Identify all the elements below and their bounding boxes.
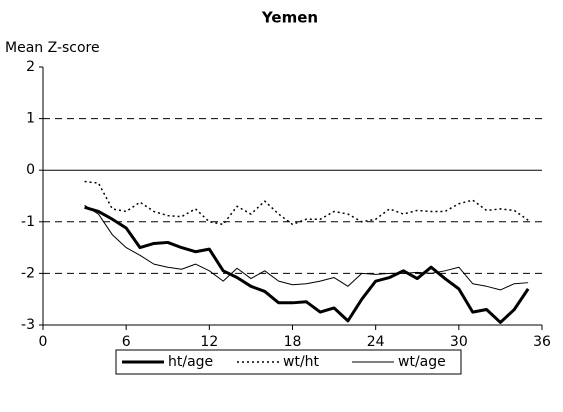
legend-label: wt/ht bbox=[283, 354, 320, 370]
legend-box bbox=[115, 349, 462, 375]
y-tick-label: 2 bbox=[26, 59, 35, 75]
y-tick-label: 1 bbox=[26, 111, 35, 127]
legend-label: wt/age bbox=[398, 354, 446, 370]
y-tick-label: -1 bbox=[21, 214, 35, 230]
y-tick-label: 0 bbox=[26, 162, 35, 178]
series-line bbox=[84, 180, 529, 226]
series-line bbox=[84, 204, 529, 291]
x-tick-label: 24 bbox=[367, 334, 385, 350]
x-tick-label: 36 bbox=[533, 334, 551, 350]
x-tick-label: 30 bbox=[450, 334, 468, 350]
y-tick-label: -2 bbox=[21, 265, 35, 281]
x-tick-label: 12 bbox=[200, 334, 218, 350]
y-axis-label: Mean Z-score bbox=[5, 40, 100, 56]
x-tick-label: 18 bbox=[284, 334, 302, 350]
series-line bbox=[84, 205, 530, 324]
x-tick-label: 0 bbox=[39, 334, 48, 350]
chart-title: Yemen bbox=[261, 9, 318, 27]
x-tick-label: 6 bbox=[122, 334, 131, 350]
y-tick-label: -3 bbox=[21, 317, 35, 333]
legend-label: ht/age bbox=[168, 354, 213, 370]
